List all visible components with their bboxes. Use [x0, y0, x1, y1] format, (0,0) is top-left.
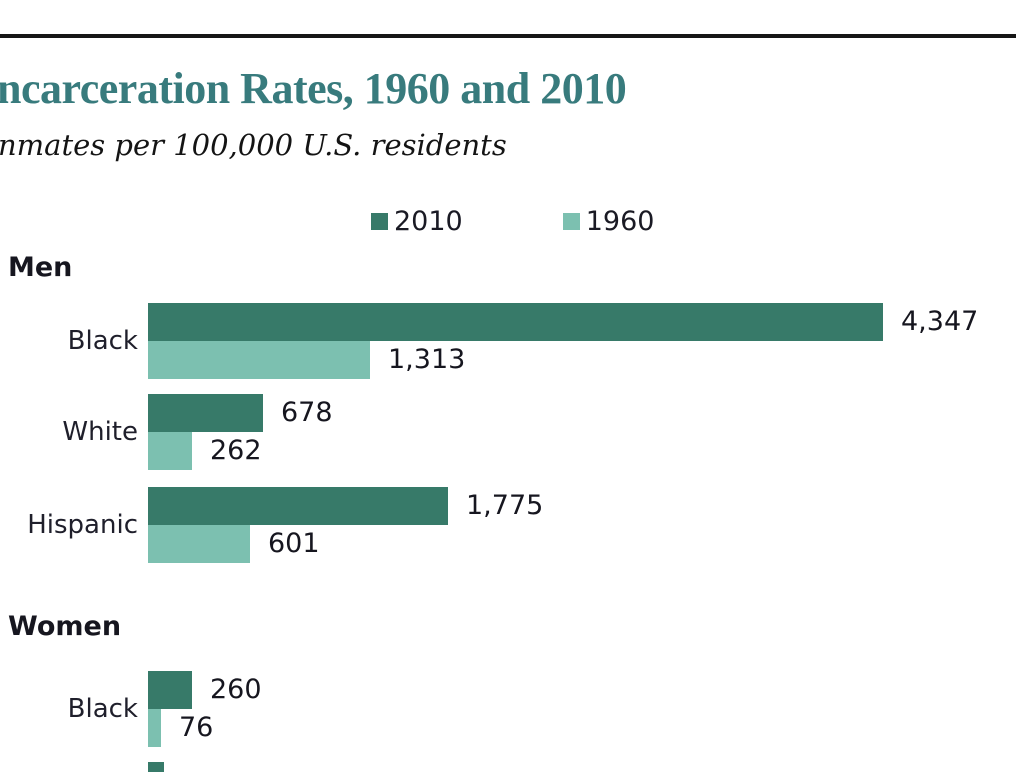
- chart-row-men-black: Black 4,347 1,313: [0, 303, 978, 379]
- section-header-women: Women: [8, 611, 122, 642]
- top-rule: [0, 34, 1016, 38]
- value-label-1960: 76: [179, 712, 214, 743]
- value-label-2010: 260: [210, 674, 262, 705]
- bar-2010: [148, 394, 263, 432]
- bar-group: 678 262: [148, 394, 333, 470]
- chart-row-men-hispanic: Hispanic 1,775 601: [0, 487, 543, 563]
- bar-line-2010: 260: [148, 671, 262, 709]
- bar-group: 1,775 601: [148, 487, 543, 563]
- bar-1960: [148, 709, 161, 747]
- clipped-bar-2010: [148, 762, 164, 772]
- bar-2010: [148, 671, 192, 709]
- chart-title: ncarceration Rates, 1960 and 2010: [0, 64, 627, 113]
- category-label: White: [62, 417, 138, 447]
- value-label-1960: 1,313: [388, 344, 466, 375]
- value-label-1960: 601: [268, 528, 320, 559]
- legend-label-1960: 1960: [585, 206, 655, 237]
- bar-line-2010: 1,775: [148, 487, 543, 525]
- legend-label-2010: 2010: [394, 206, 463, 237]
- value-label-2010: 678: [281, 397, 333, 428]
- section-header-men: Men: [8, 252, 73, 283]
- category-label: Hispanic: [27, 510, 138, 540]
- bar-1960: [148, 432, 192, 470]
- value-label-2010: 1,775: [466, 490, 544, 521]
- legend: 2010 1960: [371, 206, 654, 237]
- bar-2010: [148, 487, 448, 525]
- legend-item-1960: 1960: [562, 206, 655, 237]
- category-label: Black: [67, 694, 138, 724]
- bar-line-1960: 262: [148, 432, 333, 470]
- legend-swatch-2010-icon: [371, 213, 388, 230]
- bar-line-2010: 678: [148, 394, 333, 432]
- bar-group: 4,347 1,313: [148, 303, 978, 379]
- bar-1960: [148, 341, 370, 379]
- value-label-1960: 262: [210, 435, 262, 466]
- category-label: Black: [67, 326, 138, 356]
- bar-line-1960: 76: [148, 709, 262, 747]
- bar-line-1960: 1,313: [148, 341, 978, 379]
- bar-1960: [148, 525, 250, 563]
- legend-swatch-1960-icon: [562, 213, 580, 230]
- legend-item-2010: 2010: [371, 206, 463, 237]
- chart-row-women-black: Black 260 76: [0, 671, 262, 747]
- chart-subtitle: nmates per 100,000 U.S. residents: [0, 128, 507, 162]
- bar-2010: [148, 303, 883, 341]
- bar-line-1960: 601: [148, 525, 543, 563]
- bar-group: 260 76: [148, 671, 262, 747]
- value-label-2010: 4,347: [901, 306, 979, 337]
- chart-row-men-white: White 678 262: [0, 394, 333, 470]
- bar-line-2010: 4,347: [148, 303, 978, 341]
